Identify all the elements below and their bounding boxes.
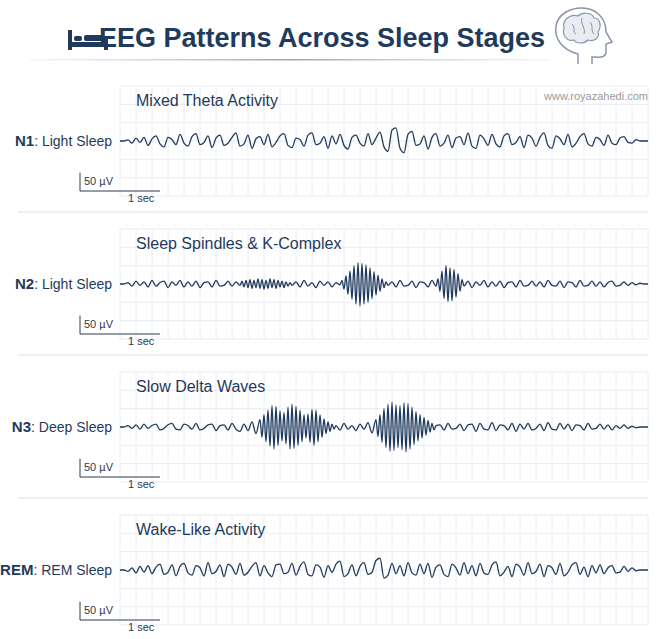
grid-line-y — [120, 320, 648, 321]
eeg-trace — [120, 128, 648, 153]
header: EEG Patterns Across Sleep Stages — [30, 8, 612, 64]
panel-separator — [18, 355, 648, 356]
grid-line-y — [120, 482, 648, 483]
grid-line-y — [120, 284, 648, 285]
plot-area — [120, 128, 648, 153]
head-icon — [556, 8, 612, 64]
stage-code: REM — [0, 561, 33, 578]
scale-bar: 50 µV 1 sec — [80, 602, 160, 633]
panel-title: Wake-Like Activity — [136, 521, 265, 538]
scale-bar: 50 µV 1 sec — [80, 173, 160, 204]
scale-bar-amplitude-label: 50 µV — [84, 318, 114, 330]
panel-title: Slow Delta Waves — [136, 378, 265, 395]
stage-label: REM: REM Sleep — [0, 561, 112, 578]
grid-line-y — [120, 86, 648, 87]
grid-line-y — [120, 372, 648, 373]
panel: Wake-Like Activity REM: REM Sleep 50 µV 1 s… — [0, 515, 648, 633]
panel: Sleep Spindles & K-Complex N2: Light Slee… — [15, 229, 648, 355]
grid-line-y — [120, 339, 648, 340]
grid-line-y — [120, 427, 648, 428]
stage-code: N3 — [12, 418, 31, 435]
grid-line-y — [120, 229, 648, 230]
grid-line-y — [120, 625, 648, 626]
grid-line-y — [120, 302, 648, 303]
panel-title: Sleep Spindles & K-Complex — [136, 235, 341, 252]
stage-name: : Light Sleep — [34, 133, 112, 149]
scale-bar-time-label: 1 sec — [128, 335, 155, 347]
panel: Slow Delta Waves N3: Deep Sleep 50 µV 1 sec — [12, 372, 648, 498]
grid-line-y — [120, 463, 648, 464]
scale-bar-amplitude — [80, 602, 81, 620]
grid-line-y — [120, 445, 648, 446]
scale-bar-time-label: 1 sec — [128, 192, 155, 204]
panel-separator — [18, 498, 648, 499]
scale-bar-amplitude — [80, 173, 81, 191]
eeg-trace — [120, 402, 648, 452]
stage-code: N2 — [15, 275, 34, 292]
stage-label: N1: Light Sleep — [15, 132, 112, 149]
grid — [120, 86, 648, 196]
eeg-trace — [120, 263, 648, 306]
brain-outline — [563, 13, 600, 43]
panel: Mixed Theta Activity N1: Light Sleep 50 µV… — [15, 86, 648, 212]
chart-root: EEG Patterns Across Sleep Stages Mixed Th… — [0, 0, 658, 639]
header-rule — [30, 59, 550, 61]
stage-label: N3: Deep Sleep — [12, 418, 112, 435]
grid — [120, 229, 648, 339]
panel-separator — [18, 212, 648, 213]
grid-line-y — [120, 177, 648, 178]
grid-line-y — [120, 515, 648, 516]
watermark: www.royazahedi.com — [543, 90, 648, 102]
scale-bar-amplitude — [80, 459, 81, 477]
plot-area — [120, 263, 648, 306]
plot-area — [120, 402, 648, 452]
plot-area — [120, 558, 648, 578]
head-outline — [556, 8, 612, 64]
background — [0, 0, 658, 639]
brain-folds — [572, 18, 594, 34]
grid — [120, 372, 648, 482]
eeg-trace — [120, 558, 648, 578]
grid-line-y — [120, 159, 648, 160]
panel-title: Mixed Theta Activity — [136, 92, 278, 109]
title: EEG Patterns Across Sleep Stages — [99, 23, 545, 53]
scale-bar: 50 µV 1 sec — [80, 459, 160, 490]
grid-line-y — [120, 551, 648, 552]
bed-pillow — [74, 36, 82, 41]
scale-bar-amplitude-label: 50 µV — [84, 175, 114, 187]
grid-line-y — [120, 606, 648, 607]
stage-name: : Light Sleep — [34, 276, 112, 292]
chart-svg: EEG Patterns Across Sleep Stages Mixed Th… — [0, 0, 658, 639]
stage-label: N2: Light Sleep — [15, 275, 112, 292]
grid — [120, 515, 648, 625]
scale-bar-amplitude — [80, 316, 81, 334]
scale-bar-amplitude-label: 50 µV — [84, 461, 114, 473]
scale-bar-time-label: 1 sec — [128, 478, 155, 490]
scale-bar-amplitude-label: 50 µV — [84, 604, 114, 616]
stage-name: : Deep Sleep — [31, 419, 112, 435]
scale-bar-time-label: 1 sec — [128, 621, 155, 633]
stage-name: : REM Sleep — [33, 562, 112, 578]
grid-line-y — [120, 588, 648, 589]
grid-line-y — [120, 196, 648, 197]
stage-code: N1 — [15, 132, 34, 149]
grid-line-y — [120, 265, 648, 266]
grid-line-y — [120, 122, 648, 123]
scale-bar: 50 µV 1 sec — [80, 316, 160, 347]
